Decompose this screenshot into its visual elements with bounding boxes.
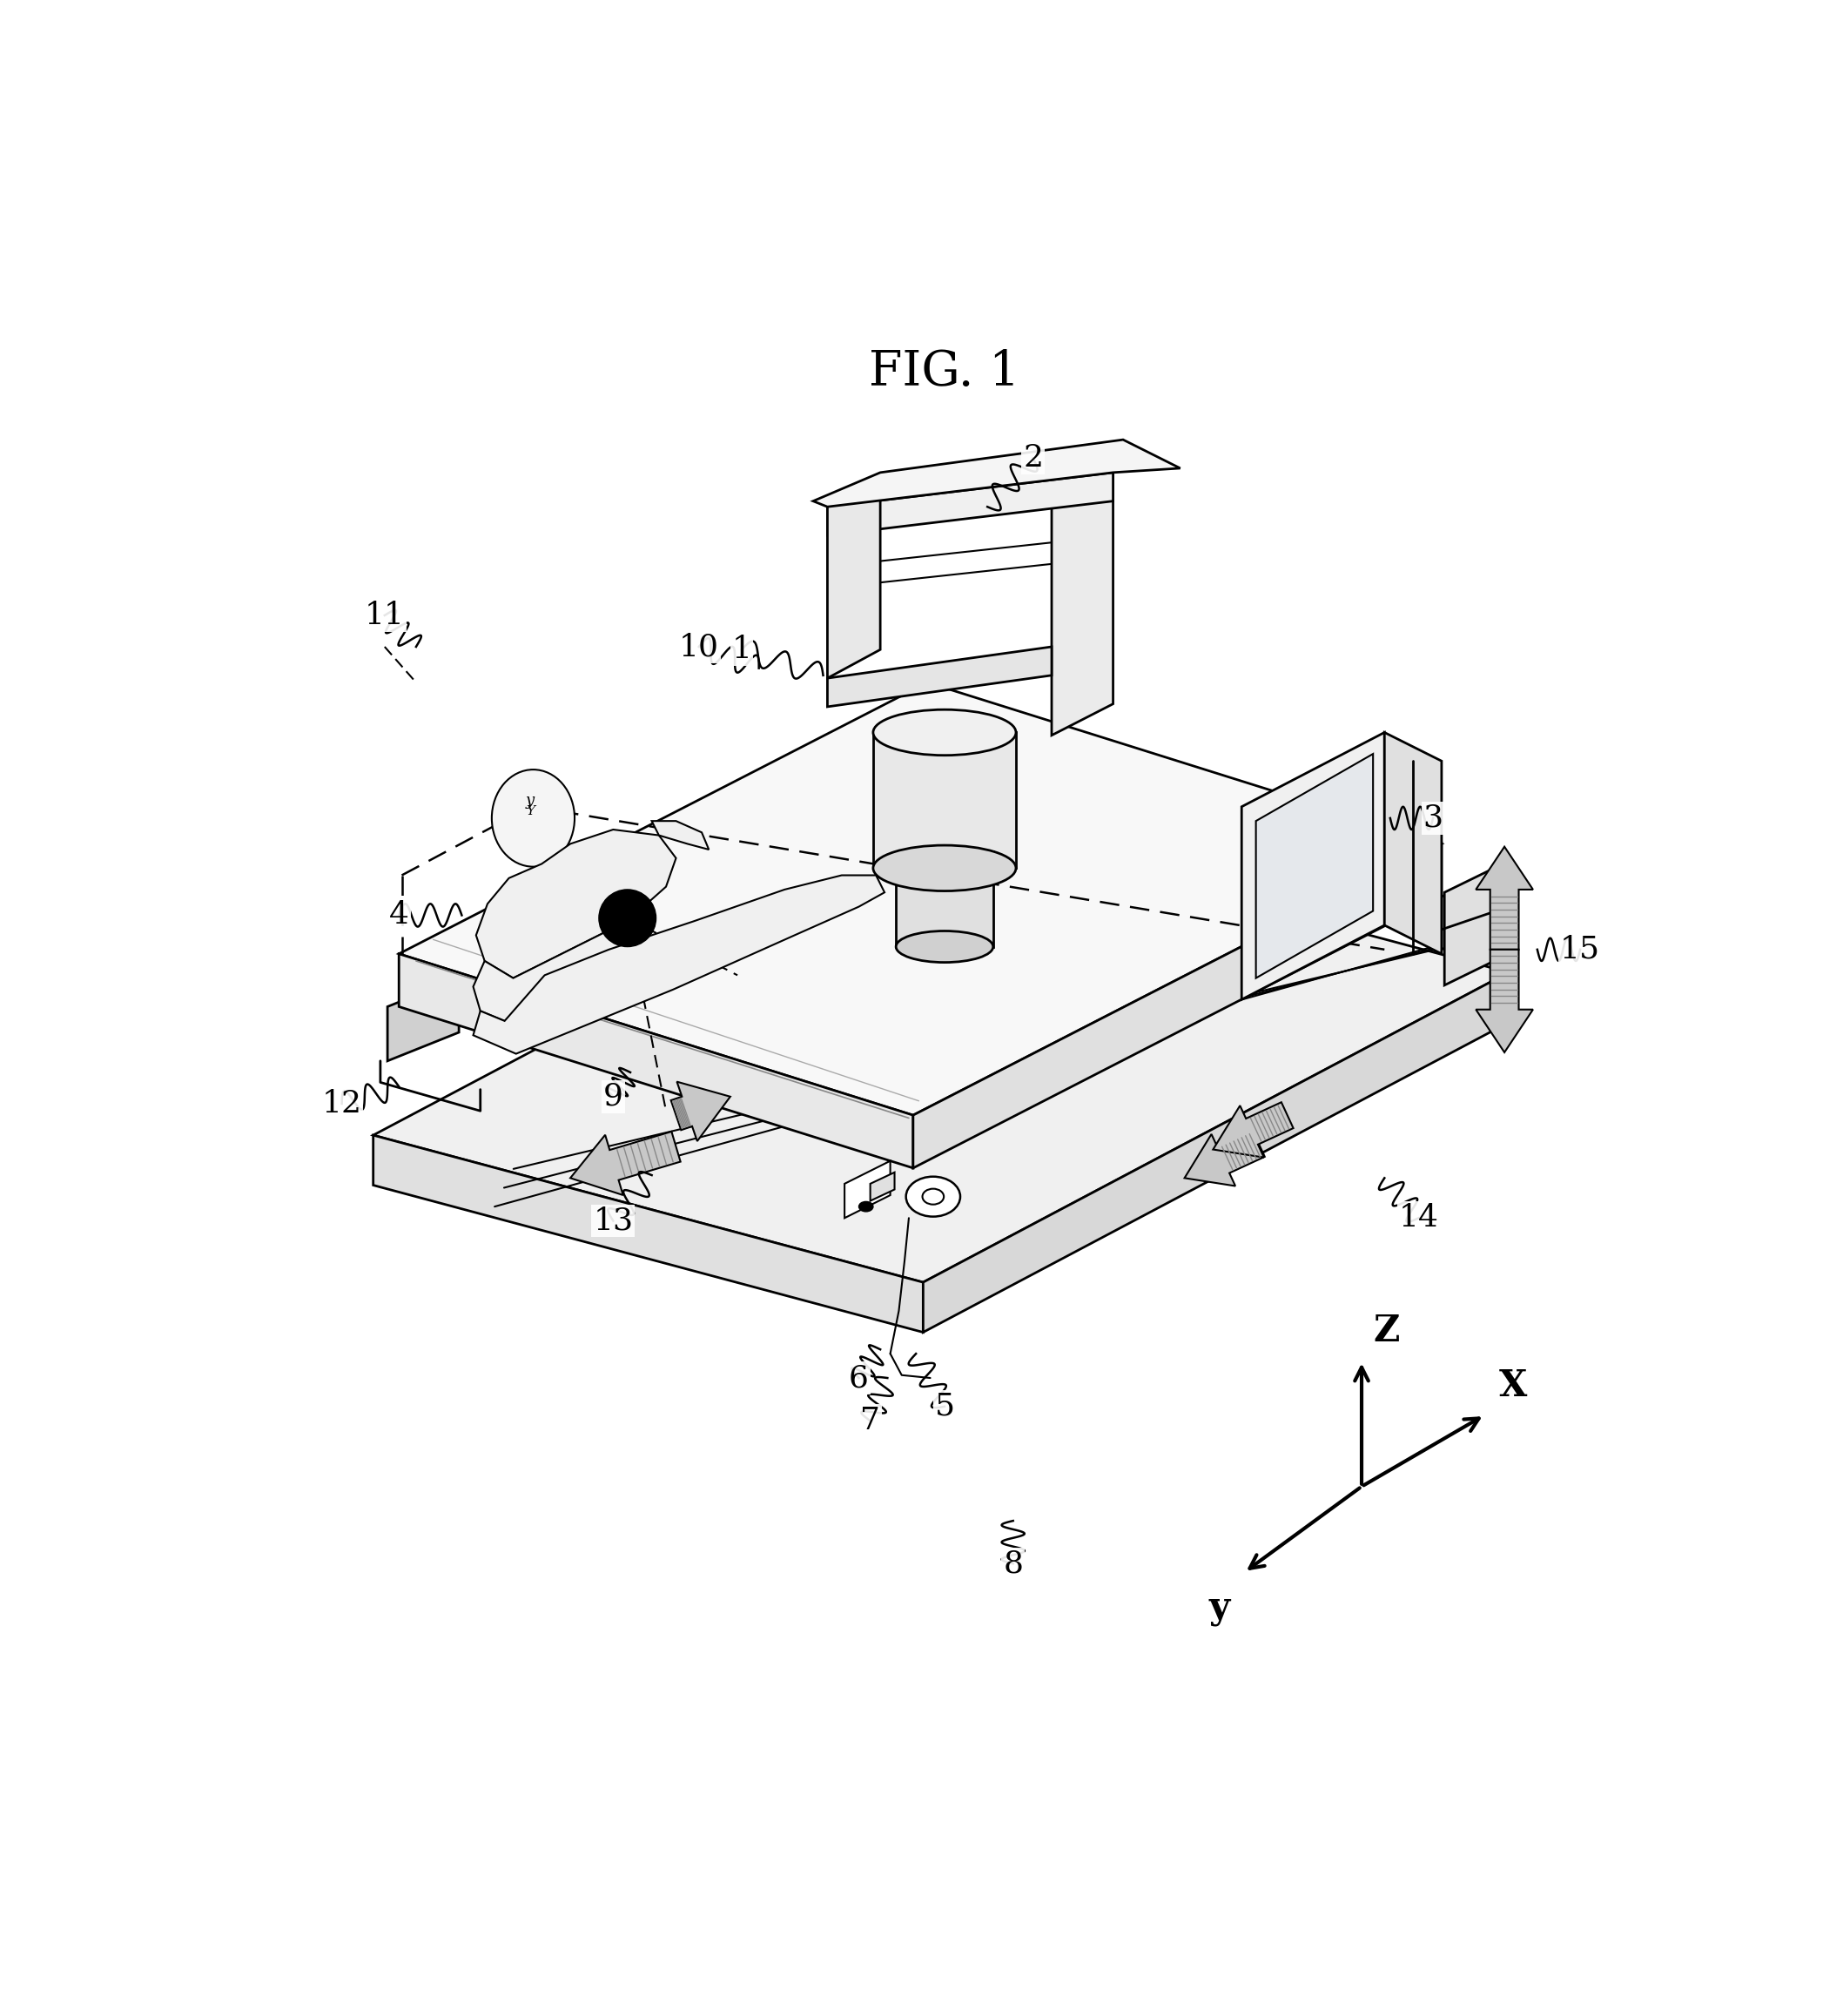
- Polygon shape: [874, 732, 1015, 869]
- Polygon shape: [372, 1135, 923, 1333]
- Polygon shape: [671, 1083, 730, 1141]
- Polygon shape: [398, 683, 1441, 1115]
- Text: 2: 2: [1023, 444, 1043, 474]
- Polygon shape: [398, 954, 912, 1167]
- Polygon shape: [828, 647, 1052, 708]
- Polygon shape: [372, 825, 1509, 1282]
- Text: y: y: [525, 792, 534, 808]
- Polygon shape: [1384, 732, 1441, 954]
- Ellipse shape: [922, 1189, 944, 1204]
- Text: 12: 12: [323, 1089, 361, 1119]
- Ellipse shape: [874, 845, 1015, 891]
- Polygon shape: [387, 978, 459, 1060]
- Polygon shape: [1052, 472, 1113, 736]
- Polygon shape: [1445, 861, 1509, 986]
- Polygon shape: [813, 439, 1180, 506]
- Text: X: X: [1498, 1367, 1526, 1403]
- Polygon shape: [828, 472, 1113, 536]
- Polygon shape: [844, 1161, 890, 1218]
- Text: 11: 11: [365, 601, 405, 631]
- Text: Z: Z: [1373, 1312, 1399, 1349]
- Polygon shape: [1185, 1131, 1264, 1185]
- Text: 5: 5: [934, 1391, 955, 1421]
- Polygon shape: [569, 1131, 680, 1195]
- Polygon shape: [1255, 754, 1373, 978]
- Circle shape: [599, 889, 656, 948]
- Polygon shape: [1476, 950, 1533, 1052]
- Text: 1: 1: [732, 635, 752, 665]
- Polygon shape: [1476, 847, 1533, 950]
- Ellipse shape: [492, 770, 575, 867]
- Text: 9: 9: [603, 1083, 623, 1111]
- Ellipse shape: [859, 1202, 874, 1212]
- Polygon shape: [652, 821, 710, 849]
- Text: 8: 8: [1003, 1548, 1023, 1579]
- Text: 4: 4: [389, 901, 409, 929]
- Polygon shape: [474, 921, 645, 1020]
- Text: Y: Y: [525, 804, 534, 816]
- Text: 13: 13: [593, 1206, 634, 1236]
- Text: 6: 6: [850, 1363, 868, 1393]
- Polygon shape: [475, 829, 676, 978]
- Polygon shape: [828, 478, 881, 677]
- Polygon shape: [1441, 869, 1502, 950]
- Polygon shape: [923, 972, 1509, 1333]
- Polygon shape: [1242, 732, 1384, 1000]
- Ellipse shape: [896, 931, 993, 962]
- Text: 10: 10: [678, 631, 719, 661]
- Text: FIG. 1: FIG. 1: [870, 349, 1019, 397]
- Polygon shape: [870, 1173, 894, 1202]
- Text: 15: 15: [1559, 935, 1600, 964]
- Text: 3: 3: [1423, 802, 1443, 833]
- Polygon shape: [896, 851, 993, 948]
- Polygon shape: [912, 845, 1441, 1167]
- Ellipse shape: [907, 1177, 960, 1216]
- Text: 7: 7: [861, 1405, 881, 1435]
- Polygon shape: [474, 875, 885, 1054]
- Polygon shape: [1213, 1103, 1294, 1157]
- Ellipse shape: [874, 710, 1015, 756]
- Text: 14: 14: [1399, 1204, 1439, 1234]
- Text: y: y: [1209, 1589, 1231, 1625]
